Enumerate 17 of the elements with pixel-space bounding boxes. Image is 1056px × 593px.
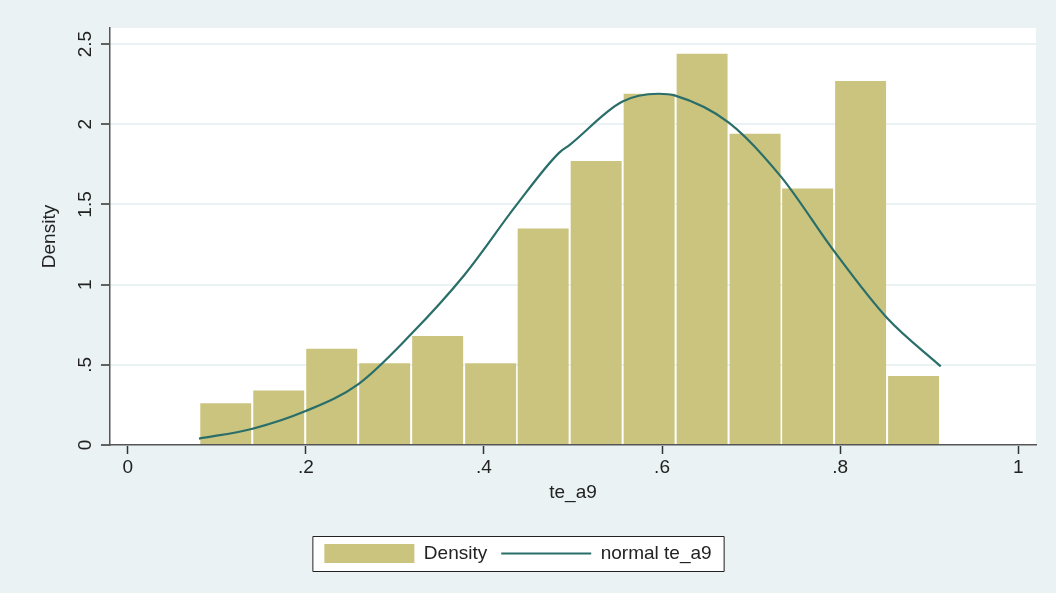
x-tick-label: 1 bbox=[1012, 456, 1024, 478]
legend-label: normal te_a9 bbox=[600, 541, 712, 564]
y-tick-label: 2 bbox=[74, 118, 96, 130]
y-tick-label: 2.5 bbox=[74, 30, 96, 58]
x-tick-label: .6 bbox=[654, 456, 670, 478]
y-tick-label: 0 bbox=[74, 439, 96, 451]
x-tick-label: .8 bbox=[832, 456, 849, 478]
x-tick-label: 0 bbox=[122, 456, 134, 478]
x-axis-title: te_a9 bbox=[549, 481, 597, 504]
y-tick-label: .5 bbox=[74, 356, 96, 373]
legend-label: Density bbox=[423, 541, 488, 563]
y-tick-label: 1 bbox=[74, 279, 96, 290]
x-tick-label: .4 bbox=[476, 456, 493, 478]
x-tick-label: .2 bbox=[297, 456, 314, 478]
y-tick-label: 1.5 bbox=[74, 191, 96, 218]
y-axis-title: Density bbox=[38, 204, 60, 269]
line-series bbox=[197, 92, 942, 440]
